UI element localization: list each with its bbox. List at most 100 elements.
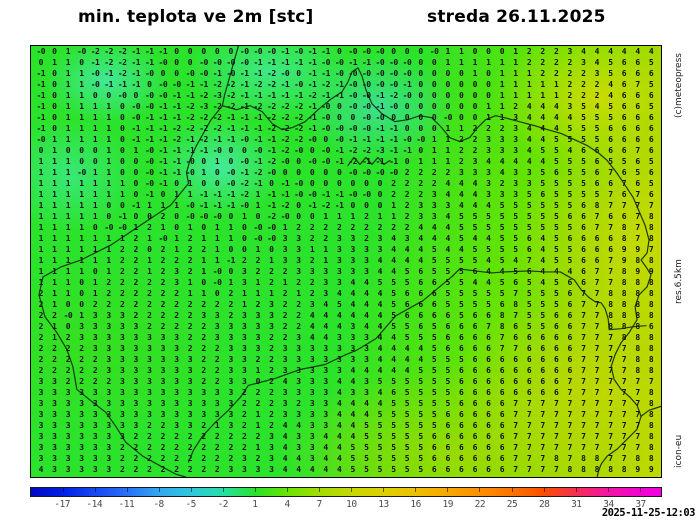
temp-value: 3 — [201, 410, 206, 419]
temp-value: -0 — [361, 47, 371, 56]
temp-value: -0 — [280, 69, 290, 78]
temp-value: 6 — [540, 377, 545, 386]
temp-value: 2 — [567, 69, 573, 78]
temp-value: 8 — [648, 432, 654, 441]
temp-value: 6 — [553, 333, 559, 342]
temp-value: 5 — [445, 267, 450, 276]
temp-value: -2 — [280, 124, 290, 133]
temp-value: 5 — [486, 212, 491, 221]
temp-value: -0 — [334, 69, 344, 78]
temp-value: -1 — [267, 135, 276, 144]
temp-value: 6 — [431, 289, 437, 298]
temp-value: 3 — [228, 355, 233, 364]
temp-value: -0 — [158, 234, 168, 243]
temp-value: 3 — [594, 69, 600, 78]
temp-value: -0 — [158, 58, 168, 67]
temp-value: 3 — [526, 168, 532, 177]
temp-value: 7 — [540, 465, 545, 474]
temp-value: 3 — [106, 366, 111, 375]
temp-value: 4 — [445, 245, 450, 254]
temp-value: -1 — [321, 47, 330, 56]
temp-value: 8 — [635, 256, 640, 265]
temp-value: 1 — [38, 190, 44, 199]
temp-value: -1 — [199, 146, 208, 155]
temp-value: 3 — [242, 355, 247, 364]
temp-value: 5 — [499, 212, 505, 221]
temp-value: 7 — [635, 421, 640, 430]
temp-value: 0 — [38, 58, 44, 67]
temp-value: 1 — [52, 256, 57, 265]
temp-value: -1 — [402, 146, 412, 155]
temp-value: 2 — [201, 300, 206, 309]
temp-value: 0 — [187, 47, 193, 56]
colorbar-tick-label: 22 — [474, 499, 486, 510]
temp-value: 5 — [567, 179, 573, 188]
temp-value: 3 — [418, 212, 423, 221]
map-row: -1 0 1 1 1 1 0 -0 -1 -1 -1 -2 -2 -2 -1 -1 -1 -2 -2 -2 -1 -0 0 0… — [34, 114, 658, 122]
temp-value: 1 — [513, 47, 518, 56]
temp-value: 3 — [296, 377, 301, 386]
temp-value: 5 — [526, 289, 532, 298]
temp-value: -0 — [348, 69, 358, 78]
temp-value: 1 — [106, 113, 111, 122]
map-row: -1 0 1 1 -0 -1 -1 -1 0 -0 -0 -1 -1 -2 -2 -1 -2 -2 -1 -0 -1 -2… — [34, 81, 658, 89]
temp-value: 4 — [350, 421, 356, 430]
temp-value: 6 — [594, 234, 600, 243]
temp-value: 4 — [404, 256, 410, 265]
temp-value: 8 — [553, 454, 559, 463]
temp-value: -1 — [389, 135, 398, 144]
temp-value: 0 — [391, 47, 396, 56]
map-row: 2 2 -0 1 3 3 3 2 2 2 2 2 3 3 2 3 3 3 2 2 4 4 4 4 4 4 5 6 6 6 6 5 6 6 8 7 5 5 6… — [34, 312, 658, 320]
temp-value: 6 — [608, 179, 613, 188]
temp-value: 2 — [269, 421, 274, 430]
temp-value: 3 — [282, 355, 288, 364]
temp-value: 2 — [472, 124, 478, 133]
temp-value: 0 — [214, 47, 220, 56]
temp-value: 2 — [214, 355, 220, 364]
temp-value: 3 — [228, 410, 233, 419]
temp-value: 2 — [269, 366, 274, 375]
temp-value: 0 — [160, 190, 166, 199]
temp-value: -2 — [294, 124, 303, 133]
temp-value: 3 — [187, 377, 193, 386]
temp-value: 5 — [377, 454, 383, 463]
temp-value: 5 — [391, 311, 396, 320]
temp-value: -2 — [185, 124, 195, 133]
temp-value: 8 — [648, 311, 654, 320]
temp-value: 3 — [160, 388, 166, 397]
temp-value: 5 — [418, 366, 423, 375]
temp-value: 7 — [594, 399, 600, 408]
temp-value: 2 — [187, 311, 193, 320]
temp-value: 1 — [553, 91, 559, 100]
temp-value: 1 — [431, 157, 437, 166]
temp-value: 7 — [553, 410, 559, 419]
temp-value: 5 — [404, 278, 410, 287]
temp-value: 2 — [242, 399, 247, 408]
temp-value: -0 — [239, 47, 249, 56]
temp-value: 1 — [38, 179, 44, 188]
temp-value: -2 — [212, 80, 222, 89]
temp-value: -0 — [267, 223, 276, 232]
temp-value: -1 — [239, 80, 249, 89]
temp-value: 8 — [635, 333, 640, 342]
temp-value: 3 — [133, 344, 139, 353]
temp-value: 2 — [201, 443, 206, 452]
temp-value: 1 — [65, 234, 71, 243]
temp-value: 6 — [404, 300, 410, 309]
temp-value: 2 — [404, 223, 410, 232]
temp-value: 6 — [635, 102, 640, 111]
temp-value: 3 — [282, 410, 288, 419]
temp-value: 4 — [350, 366, 356, 375]
temp-value: 3 — [119, 311, 125, 320]
temp-value: 4 — [350, 300, 356, 309]
temp-value: 6 — [499, 355, 505, 364]
temp-value: 6 — [472, 377, 478, 386]
temp-value: -1 — [307, 113, 317, 122]
temp-value: 8 — [635, 289, 640, 298]
temp-value: 4 — [608, 80, 613, 89]
temp-value: 4 — [540, 267, 545, 276]
colorbar-tick-label: 16 — [410, 499, 421, 510]
